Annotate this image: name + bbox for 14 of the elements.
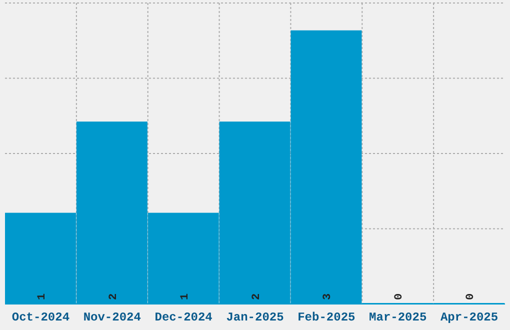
data-label: 1 bbox=[179, 293, 192, 300]
x-tick-label: Feb-2025 bbox=[298, 310, 356, 325]
data-label: 3 bbox=[322, 293, 334, 300]
x-tick-label: Mar-2025 bbox=[369, 310, 427, 325]
x-tick-label: Apr-2025 bbox=[440, 310, 498, 325]
x-tick-label: Oct-2024 bbox=[12, 310, 70, 325]
data-label: 0 bbox=[465, 293, 478, 300]
x-tick-label: Jan-2025 bbox=[226, 310, 284, 325]
x-tick-label: Nov-2024 bbox=[83, 310, 141, 325]
data-label: 1 bbox=[36, 293, 48, 300]
data-label: 2 bbox=[250, 293, 263, 300]
data-label: 2 bbox=[108, 293, 120, 300]
x-tick-label: Dec-2024 bbox=[154, 310, 212, 325]
data-label: 0 bbox=[394, 293, 406, 300]
